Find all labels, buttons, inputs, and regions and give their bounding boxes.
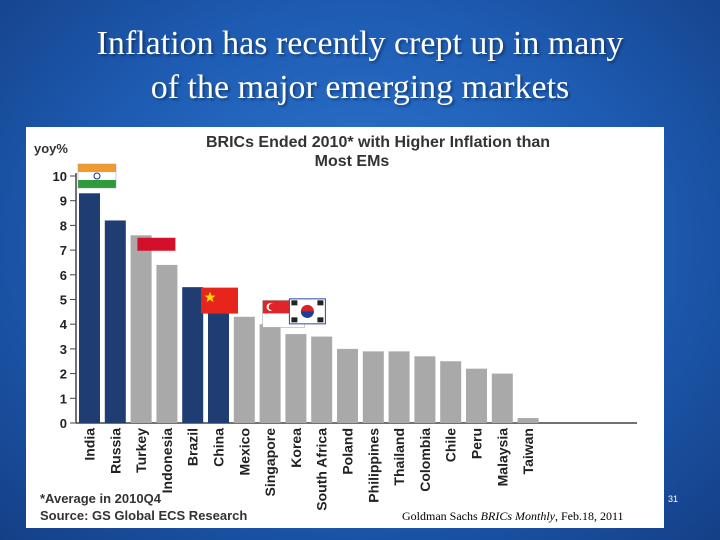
x-tick-label-mexico: Mexico: [236, 428, 252, 475]
x-tick-label-russia: Russia: [107, 428, 123, 474]
bar-china: [208, 306, 229, 423]
citation: Goldman Sachs BRICs Monthly, Feb.18, 201…: [402, 509, 624, 524]
y-tick-label-3: 3: [60, 342, 67, 357]
bar-philippines: [362, 351, 384, 423]
korea-flag-icon: [288, 298, 326, 325]
india-flag-white: [78, 172, 116, 180]
slide-title-line-2: of the major emerging markets: [150, 69, 570, 106]
korea-flag-trigram-1: [317, 300, 324, 306]
bar-brazil: [182, 287, 204, 423]
y-tick-label-4: 4: [60, 317, 68, 332]
bar-chile: [440, 361, 462, 423]
y-tick-label-10: 10: [53, 169, 67, 184]
bar-colombia: [414, 356, 436, 423]
y-tick-label-2: 2: [60, 367, 67, 382]
y-tick-label-6: 6: [60, 268, 67, 283]
slide-title-line-1: Inflation has recently crept up in many: [96, 25, 624, 62]
citation-date: , Feb.18, 2011: [554, 509, 624, 523]
y-tick-label-9: 9: [60, 194, 67, 209]
korea-flag-blue: [300, 311, 314, 318]
y-tick-label-7: 7: [60, 243, 67, 258]
x-tick-label-indonesia: Indonesia: [159, 428, 175, 494]
x-tick-label-turkey: Turkey: [133, 428, 149, 473]
x-tick-label-peru: Peru: [469, 428, 485, 459]
bar-malaysia: [491, 373, 513, 423]
x-tick-label-chile: Chile: [443, 428, 459, 462]
x-tick-label-poland: Poland: [340, 428, 356, 475]
chart-title-line-2: Most EMs: [315, 153, 390, 170]
flag-markers: [77, 163, 326, 328]
bar-poland: [337, 348, 358, 423]
india-flag-saffron: [78, 164, 116, 172]
y-tick-label-0: 0: [60, 416, 67, 431]
bar-mexico: [233, 316, 255, 423]
korea-flag-trigram-2: [291, 317, 298, 323]
india-flag-icon: [77, 163, 117, 189]
india-flag-green: [78, 180, 116, 188]
bar-peru: [466, 368, 487, 423]
china-flag-red: [201, 287, 238, 314]
bar-south-africa: [311, 336, 333, 423]
x-tick-label-philippines: Philippines: [365, 428, 381, 503]
y-tick-label-1: 1: [60, 391, 67, 406]
chart-title-line-1: BRICs Ended 2010* with Higher Inflation …: [206, 134, 550, 151]
x-tick-label-south-africa: South Africa: [314, 428, 330, 511]
x-tick-label-taiwan: Taiwan: [520, 428, 536, 474]
x-tick-label-india: India: [82, 428, 98, 461]
y-tick-label-5: 5: [60, 293, 67, 308]
y-tick-label-8: 8: [60, 218, 67, 233]
bar-russia: [104, 220, 126, 423]
korea-flag-border: [288, 298, 326, 325]
x-tick-label-malaysia: Malaysia: [494, 428, 510, 487]
bar-series: [79, 193, 539, 423]
indonesia-flag-icon: [137, 237, 176, 251]
citation-publication: BRICs Monthly: [480, 509, 555, 523]
inflation-bar-chart: BRICs Ended 2010* with Higher Inflation …: [34, 134, 637, 523]
singapore-flag-crescent-cut: [268, 303, 276, 311]
india-flag-wheel: [93, 172, 101, 180]
x-tick-label-singapore: Singapore: [262, 428, 278, 497]
chart-panel: BRICs Ended 2010* with Higher Inflation …: [26, 127, 664, 528]
slide-title: Inflation has recently crept up in many …: [0, 22, 720, 110]
chart-footnote: *Average in 2010Q4: [40, 491, 162, 506]
citation-source: Goldman Sachs: [402, 509, 481, 523]
y-tick-labels: 0 1 2 3 4 5 6 7 8 9 10: [53, 169, 68, 431]
x-tick-labels: India Russia Turkey Indonesia Brazil China Mex…: [82, 428, 537, 511]
bar-thailand: [388, 351, 410, 423]
bar-indonesia: [156, 264, 178, 423]
x-tick-label-china: China: [211, 428, 227, 467]
china-flag-star: [204, 291, 216, 303]
x-tick-label-brazil: Brazil: [185, 428, 201, 466]
bar-turkey: [130, 235, 152, 423]
chart-source: Source: GS Global ECS Research: [40, 508, 247, 523]
x-tick-label-korea: Korea: [288, 428, 304, 468]
china-flag-icon: [201, 287, 238, 314]
y-axis-unit-label: yoy%: [34, 141, 68, 156]
x-tick-label-thailand: Thailand: [391, 428, 407, 486]
bar-korea: [285, 334, 307, 423]
indonesia-flag-red: [137, 237, 176, 251]
x-tick-label-colombia: Colombia: [417, 428, 433, 492]
page-number: 31: [668, 494, 679, 504]
korea-flag-trigram-3: [317, 317, 324, 323]
india-flag-border: [77, 163, 117, 189]
bar-taiwan: [517, 418, 539, 423]
bar-india: [79, 193, 100, 423]
bar-singapore: [259, 324, 281, 423]
korea-flag-trigram-0: [291, 300, 298, 306]
